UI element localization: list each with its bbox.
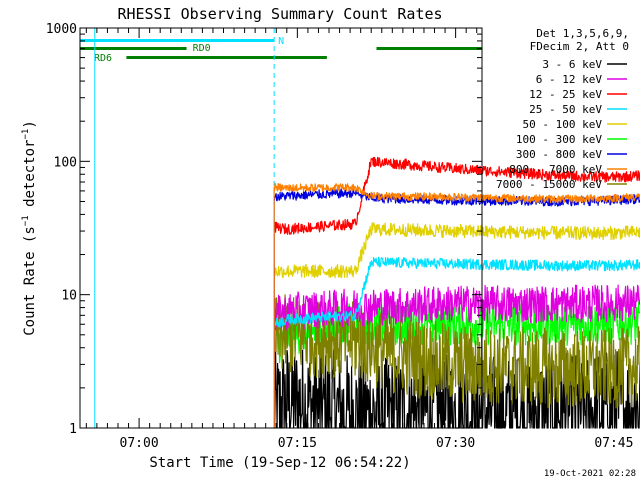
bar-label-rd6: RD6 (94, 53, 112, 64)
legend-label: 50 - 100 keV (523, 118, 603, 131)
bar-rd6 (126, 56, 327, 59)
bar-label-n: N (278, 36, 284, 47)
y-axis: 1 10 100 1000 (46, 22, 482, 437)
x-axis-label: Start Time (19-Sep-12 06:54:22) (149, 455, 410, 471)
plot-frame (79, 27, 483, 429)
x-tick-label: 07:00 (120, 436, 159, 451)
series-line-7000-15000-kev (273, 294, 640, 428)
series-line-50-100-kev (273, 222, 640, 428)
legend-label: 25 - 50 keV (529, 103, 602, 116)
series-line-100-300-kev (273, 301, 640, 428)
legend: Det 1,3,5,6,9, FDecim 2, Att 0 3 - 6 keV… (496, 27, 629, 191)
bar-rd0 (80, 47, 187, 50)
bar-rd0 (376, 47, 482, 50)
series-line-6-12-kev (273, 284, 640, 428)
legend-label: 100 - 300 keV (516, 133, 602, 146)
x-tick-label: 07:45 (594, 436, 633, 451)
y-tick-label: 100 (54, 155, 77, 170)
y-tick-label: 10 (61, 289, 77, 304)
legend-label: 800 - 7000 keV (509, 163, 602, 176)
x-tick-label: 07:30 (436, 436, 475, 451)
x-tick-label: 07:15 (278, 436, 317, 451)
chart-title: RHESSI Observing Summary Count Rates (117, 5, 442, 23)
series-line-25-50-kev (273, 256, 640, 428)
legend-label: 6 - 12 keV (536, 73, 603, 86)
legend-label: 12 - 25 keV (529, 88, 602, 101)
legend-label: 3 - 6 keV (542, 58, 602, 71)
legend-header-1: Det 1,3,5,6,9, (536, 27, 629, 40)
footer-date: 19-Oct-2021 02:28 (544, 469, 636, 479)
bar-n (80, 39, 275, 42)
attenuator-bars: N RD0 RD6 (80, 36, 482, 64)
y-tick-label: 1 (69, 422, 77, 437)
y-axis-label: Count Rate (s−1 detector−1) (21, 120, 38, 336)
series-line-800-7000-kev (273, 182, 640, 428)
series-line-12-25-kev (273, 156, 640, 428)
y-tick-label: 1000 (46, 22, 77, 37)
series-lines (273, 156, 640, 429)
legend-label: 7000 - 15000 keV (496, 178, 602, 191)
legend-header-2: FDecim 2, Att 0 (530, 40, 629, 53)
legend-label: 300 - 800 keV (516, 148, 602, 161)
bar-label-rd0: RD0 (193, 43, 211, 54)
